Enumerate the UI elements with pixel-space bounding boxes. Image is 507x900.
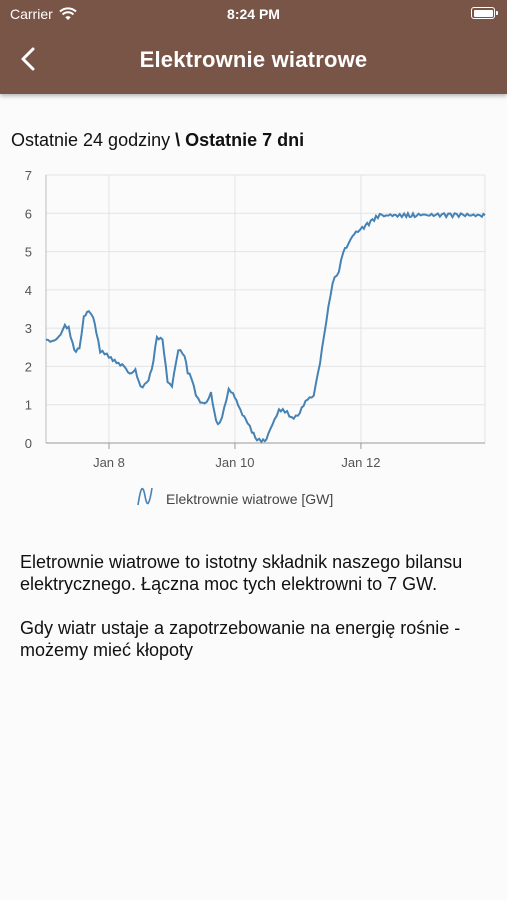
description: Eletrownie wiatrowe to istotny składnik … — [20, 551, 490, 683]
x-tick-label: Jan 8 — [93, 455, 125, 470]
y-tick-label: 3 — [25, 321, 32, 336]
y-tick-label: 1 — [25, 398, 32, 413]
range-option-24h[interactable]: Ostatnie 24 godziny — [11, 130, 171, 150]
clock: 8:24 PM — [227, 6, 280, 22]
x-tick-label: Jan 12 — [341, 455, 380, 470]
range-option-7d[interactable]: Ostatnie 7 dni — [185, 130, 305, 150]
y-tick-label: 6 — [25, 206, 32, 221]
battery-icon — [471, 7, 498, 19]
chart-grid — [46, 174, 486, 443]
range-selector: Ostatnie 24 godziny \ Ostatnie 7 dni — [11, 130, 304, 151]
app-bar: Carrier 8:24 PM Elektrownie wiatrowe — [0, 0, 507, 94]
chart-legend[interactable]: Elektrownie wiatrowe [GW] — [137, 487, 333, 507]
y-tick-label: 5 — [25, 245, 32, 260]
description-paragraph-1: Eletrownie wiatrowe to istotny składnik … — [20, 552, 463, 594]
y-tick-label: 2 — [25, 359, 32, 374]
range-separator: \ — [170, 130, 186, 150]
y-tick-label: 4 — [25, 283, 32, 298]
wifi-icon — [59, 7, 77, 20]
carrier-label: Carrier — [10, 6, 53, 22]
line-series-icon — [137, 487, 153, 506]
legend-label: Elektrownie wiatrowe [GW] — [166, 491, 333, 507]
y-tick-label: 7 — [25, 168, 32, 183]
page-title: Elektrownie wiatrowe — [139, 47, 368, 72]
chart-axes: 0 1 2 3 4 5 6 7 Jan 8 Jan 10 Jan 12 — [25, 168, 485, 470]
y-tick-label: 0 — [25, 436, 32, 451]
wind-power-chart: 0 1 2 3 4 5 6 7 Jan 8 Jan 10 Jan 12 Elektrownie wi… — [25, 168, 486, 507]
chevron-left-icon[interactable] — [14, 44, 44, 74]
x-tick-label: Jan 10 — [215, 455, 254, 470]
description-paragraph-2: Gdy wiatr ustaje a zapotrzebowanie na en… — [20, 618, 461, 660]
status-bar: Carrier 8:24 PM — [0, 0, 507, 28]
series-line-wind-power — [45, 210, 486, 444]
carrier: Carrier — [10, 6, 77, 22]
